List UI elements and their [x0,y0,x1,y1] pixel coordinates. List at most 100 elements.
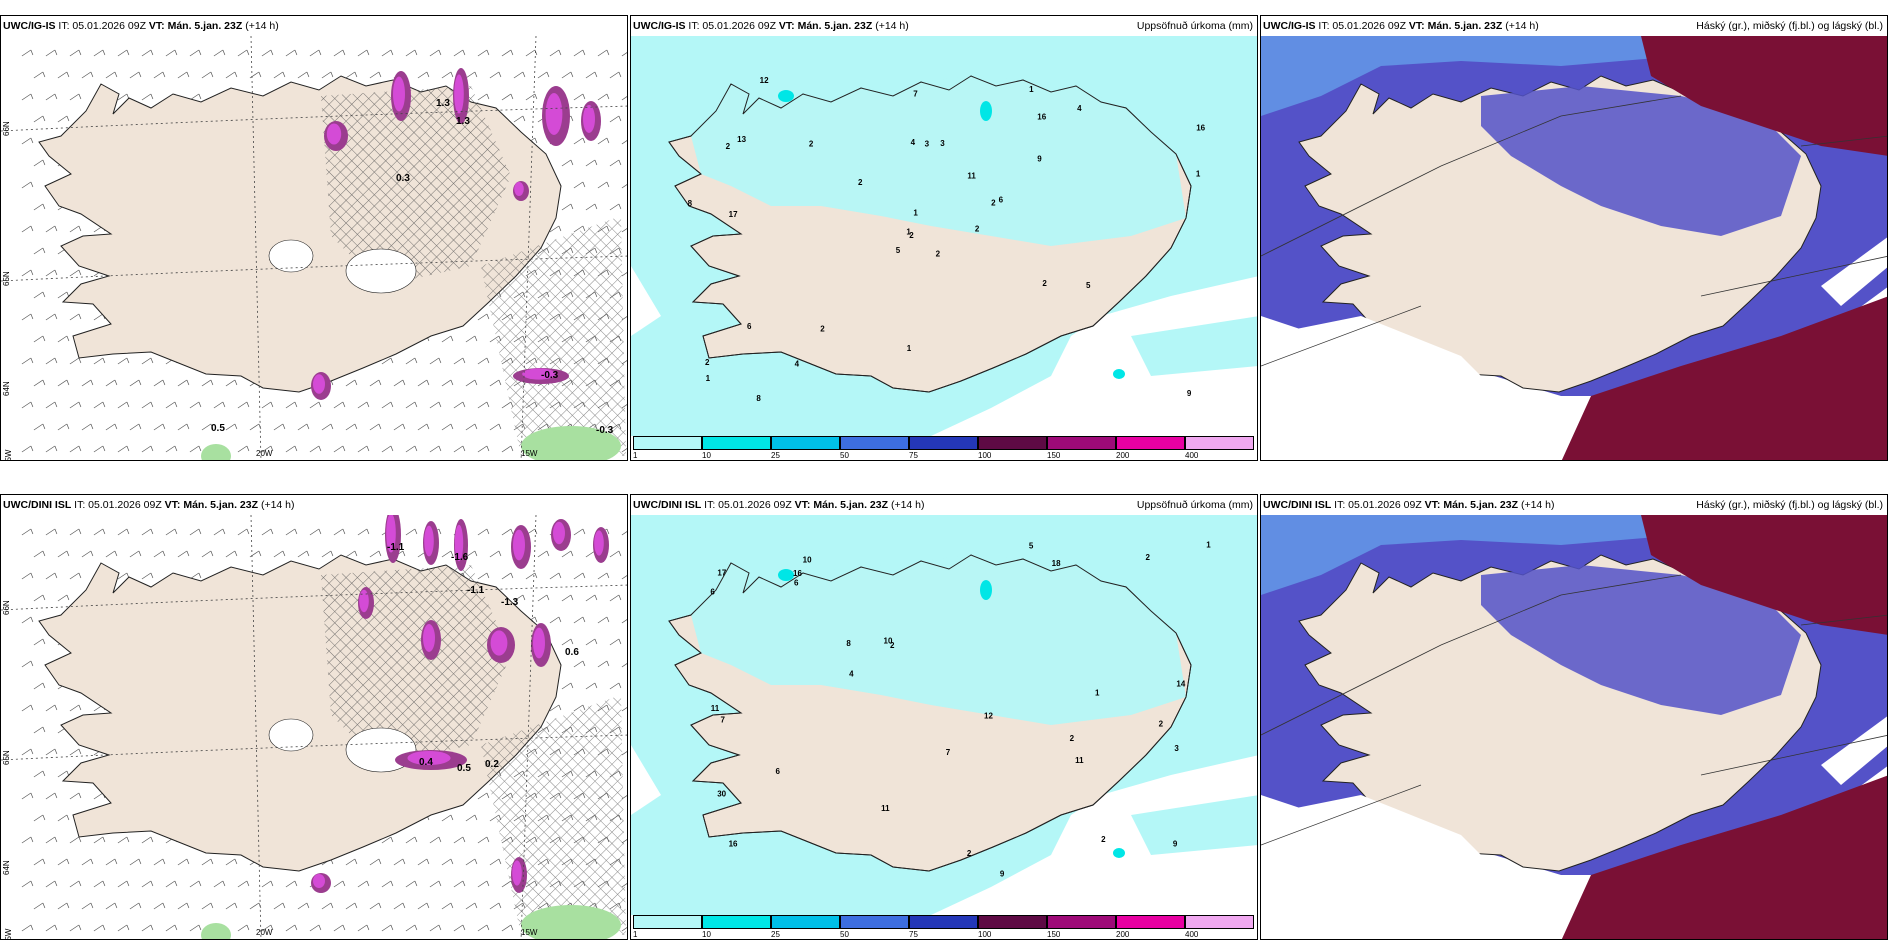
colorbar-label: 25 [771,930,780,939]
colorbar-label: 150 [1047,451,1061,460]
colorbar-label: 1 [633,451,638,460]
wind-value-label: 0.3 [396,173,410,184]
precip-map: 2222221316212917165984116214365137821111… [631,36,1257,436]
precip-value-label: 6 [776,767,781,776]
panel-title: Uppsöfnuð úrkoma (mm) [1136,499,1253,511]
wind-value-label: 0.6 [565,647,579,658]
precip-value-label: 2 [991,199,996,208]
wind-value-label: 0.5 [457,763,471,774]
colorbar-cell [909,436,978,450]
axis-label: 65N [2,750,11,765]
colorbar-cells [633,915,1254,929]
wind-map: 66N 65N 64N 20W 15W 25W -1.1 -1.6 -1.1 -1.3 0.4 0.5… [1,515,627,939]
axis-label: 64N [2,860,11,875]
colorbar-cell [978,436,1047,450]
wind-value-label: 0.5 [211,423,225,434]
colorbar-label: 400 [1185,451,1199,460]
colorbar-label: 100 [978,451,992,460]
precip-value-label: 11 [967,171,976,180]
precip-value-label: 2 [975,225,980,234]
precip-value-label: 6 [794,578,799,587]
precip-value-label: 9 [1187,389,1192,398]
precip-value-label: 1 [906,228,911,237]
panel-header: UWC/DINI ISL IT: 05.01.2026 09Z VT: Mán.… [1263,499,1555,511]
colorbar-label: 50 [840,930,849,939]
cloud-map [1261,36,1887,460]
precip-value-label: 2 [820,325,825,334]
precip-value-label: 3 [940,139,945,148]
wind-value-label: -0.3 [596,425,614,436]
colorbar-label: 25 [771,451,780,460]
panel-header: UWC/IG-IS IT: 05.01.2026 09Z VT: Mán. 5.… [3,20,279,32]
precip-value-label: 2 [858,178,863,187]
precip-value-label: 4 [849,670,854,679]
colorbar-label: 75 [909,451,918,460]
precip-value-label: 7 [913,90,918,99]
precip-value-label: 2 [967,849,972,858]
colorbar-cell [1047,915,1116,929]
wind-value-label: 0.4 [419,757,433,768]
axis-label: 66N [2,600,11,615]
colorbar-cell [1047,436,1116,450]
precip-value-label: 9 [1037,154,1042,163]
axis-label: 66N [2,121,11,136]
precip-value-label: 9 [1173,839,1178,848]
precip-value-label: 11 [711,704,720,713]
axis-label: 15W [521,928,538,937]
colorbar-label: 50 [840,451,849,460]
precip-value-label: 16 [1037,113,1046,122]
panel-title: Uppsöfnuð úrkoma (mm) [1136,20,1253,32]
precip-value-label: 5 [1086,281,1091,290]
precip-value-label: 16 [793,569,802,578]
precip-value-label: 12 [760,76,769,85]
precip-value-label: 11 [1075,756,1084,765]
wind-value-label: 1.3 [436,98,450,109]
precip-value-label: 1 [1196,169,1201,178]
wind-value-label: -1.1 [467,585,485,596]
panel-title: Háský (gr.), miðský (fj.bl.) og lágský (… [1696,499,1883,511]
colorbar-cell [771,915,840,929]
precip-value-label: 16 [729,839,738,848]
wind-value-label: -0.3 [541,370,559,381]
precip-value-label: 8 [688,199,693,208]
precip-value-label: 2 [1145,553,1150,562]
precip-value-label: 30 [717,790,726,799]
precip-value-label: 1 [1206,541,1211,550]
colorbar-label: 200 [1116,451,1130,460]
colorbar-label: 100 [978,930,992,939]
precip-value-label: 2 [909,231,914,240]
colorbar-cell [840,436,909,450]
precip-value-label: 7 [946,748,951,757]
colorbar-cell [633,436,702,450]
precip-value-label: 2 [890,641,895,650]
precip-value-label: 17 [729,210,738,219]
precip-value-label: 3 [1174,744,1179,753]
colorbar-cells [633,436,1254,450]
precip-value-label: 2 [936,250,941,259]
precip-value-label: 9 [1000,869,1005,878]
colorbar-label: 400 [1185,930,1199,939]
wind-value-label: 0.2 [485,759,499,770]
precip-value-label: 8 [756,394,761,403]
precip-value-label: 18 [1052,559,1061,568]
wind-value-label: -1.3 [501,597,519,608]
precip-value-label: 4 [795,360,800,369]
axis-label: 64N [2,381,11,396]
precip-value-label: 13 [737,135,746,144]
panel-header: UWC/IG-IS IT: 05.01.2026 09Z VT: Mán. 5.… [633,20,909,32]
colorbar-cell [1185,915,1254,929]
colorbar-cell [1185,436,1254,450]
colorbar-cell [1116,436,1185,450]
panel-wind-igis: UWC/IG-IS IT: 05.01.2026 09Z VT: Mán. 5.… [0,15,628,461]
panel-precip-igis: UWC/IG-IS IT: 05.01.2026 09Z VT: Mán. 5.… [630,15,1258,461]
colorbar-label: 10 [702,451,711,460]
precip-value-label: 2 [1042,279,1047,288]
precip-value-label: 6 [747,322,752,331]
axis-label: 25W [4,449,13,461]
colorbar-label: 75 [909,930,918,939]
precip-value-label: 2 [1159,720,1164,729]
precip-value-label: 1 [706,374,711,383]
axis-label: 65N [2,271,11,286]
precip-value-label: 2 [1070,734,1075,743]
wind-map: 66N 65N 64N 20W 15W 25W 0.5 -0.3 -0.3 1.3 1.3 0.3 [1,36,627,461]
